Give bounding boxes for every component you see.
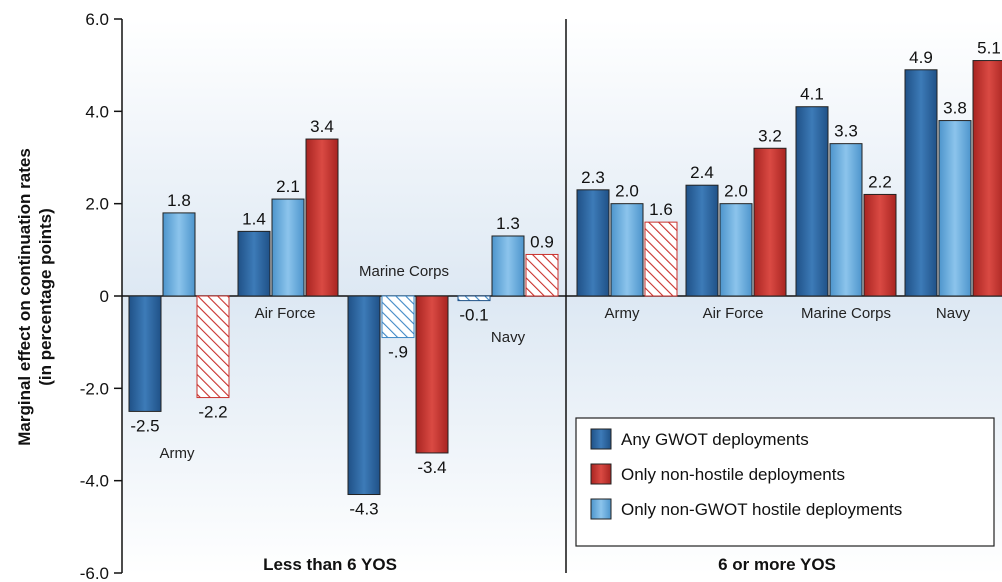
bar-1-0-2 xyxy=(644,221,678,297)
category-label: Army xyxy=(605,305,640,322)
bar-value-label: -4.3 xyxy=(349,500,378,519)
bar-1-1-0 xyxy=(685,184,719,297)
bar-1-3-2 xyxy=(972,60,1002,297)
legend-label-non-gwot-hostile: Only non-GWOT hostile deployments xyxy=(621,500,902,519)
bar-value-label: 1.8 xyxy=(167,191,191,210)
bar-value-label: 3.8 xyxy=(943,99,967,118)
bar-1-2-0 xyxy=(795,106,829,297)
y-axis-title: Marginal effect on continuation rates (i… xyxy=(15,148,55,446)
legend-swatch-any-gwot xyxy=(590,428,612,450)
bar-value-label: 3.4 xyxy=(310,117,334,136)
bar-0-3-2 xyxy=(525,253,559,297)
bar-value-label: 4.9 xyxy=(909,48,933,67)
bar-0-3-0 xyxy=(457,295,491,302)
group-label: 6 or more YOS xyxy=(718,555,836,574)
legend-swatch-non-hostile xyxy=(590,463,612,485)
y-tick-label: 0 xyxy=(100,287,109,306)
bar-value-label: 3.3 xyxy=(834,122,858,141)
bar-value-label: 2.2 xyxy=(868,172,892,191)
y-axis-title-line-2: (in percentage points) xyxy=(36,208,55,386)
legend-label-non-hostile: Only non-hostile deployments xyxy=(621,465,845,484)
bar-layer xyxy=(128,60,1002,496)
y-tick-label: -2.0 xyxy=(80,379,109,398)
category-label: Air Force xyxy=(703,305,764,322)
bar-1-3-1 xyxy=(938,120,972,297)
y-axis-title-line-1: Marginal effect on continuation rates xyxy=(15,148,34,446)
legend-label-any-gwot: Any GWOT deployments xyxy=(621,430,809,449)
category-label: Army xyxy=(160,445,195,462)
legend-box xyxy=(575,417,995,547)
bar-value-label: 1.4 xyxy=(242,209,266,228)
y-tick-label: 6.0 xyxy=(85,10,109,29)
bar-value-label: 2.3 xyxy=(581,168,605,187)
bar-0-1-0 xyxy=(237,230,271,297)
bar-1-2-2 xyxy=(863,193,897,297)
bar-1-1-1 xyxy=(719,203,753,297)
category-label: Navy xyxy=(936,305,971,322)
category-label: Marine Corps xyxy=(359,263,449,280)
legend-swatch-non-gwot-hostile xyxy=(590,498,612,520)
legend: Any GWOT deployments Only non-hostile de… xyxy=(575,417,995,547)
bar-0-2-1 xyxy=(381,295,415,339)
bar-1-0-0 xyxy=(576,189,610,297)
bar-0-0-0 xyxy=(128,295,162,412)
bar-value-label: -0.1 xyxy=(459,306,488,325)
bar-value-label: 2.0 xyxy=(615,182,639,201)
bar-value-label: 5.1 xyxy=(977,39,1001,58)
bar-value-label: -3.4 xyxy=(417,458,446,477)
y-tick-label: 2.0 xyxy=(85,195,109,214)
bar-value-label: 1.6 xyxy=(649,200,673,219)
bar-value-label: 0.9 xyxy=(530,232,554,251)
bar-value-label: -2.2 xyxy=(198,403,227,422)
y-tick-label: 4.0 xyxy=(85,102,109,121)
bar-value-label: -2.5 xyxy=(130,416,159,435)
bar-0-1-2 xyxy=(305,138,339,297)
label-layer: -2.5 1.8 -2.2 Army 1.4 2.1 3.4 Air Force -4.3 -.9… xyxy=(130,39,1000,574)
bar-value-label: 2.4 xyxy=(690,163,714,182)
y-tick-label: -6.0 xyxy=(80,564,109,582)
bar-value-label: 4.1 xyxy=(800,85,824,104)
category-label: Marine Corps xyxy=(801,305,891,322)
bar-0-2-2 xyxy=(415,295,449,454)
bar-1-1-2 xyxy=(753,147,787,297)
category-label: Air Force xyxy=(255,305,316,322)
group-label: Less than 6 YOS xyxy=(263,555,397,574)
bar-value-label: 2.1 xyxy=(276,177,300,196)
y-tick-label: -4.0 xyxy=(80,472,109,491)
bar-value-label: 1.3 xyxy=(496,214,520,233)
bar-0-0-2 xyxy=(196,295,230,399)
category-label: Navy xyxy=(491,329,526,346)
axes: 6.0 4.0 2.0 0 -2.0 -4.0 -6.0 xyxy=(80,10,1002,582)
bar-1-2-1 xyxy=(829,143,863,297)
bar-0-3-1 xyxy=(491,235,525,297)
bar-1-0-1 xyxy=(610,203,644,297)
bar-0-1-1 xyxy=(271,198,305,297)
bar-value-label: 3.2 xyxy=(758,126,782,145)
bar-value-label: -.9 xyxy=(388,343,408,362)
bar-value-label: 2.0 xyxy=(724,182,748,201)
bar-0-0-1 xyxy=(162,212,196,297)
bar-1-3-0 xyxy=(904,69,938,297)
bar-0-2-0 xyxy=(347,295,381,496)
